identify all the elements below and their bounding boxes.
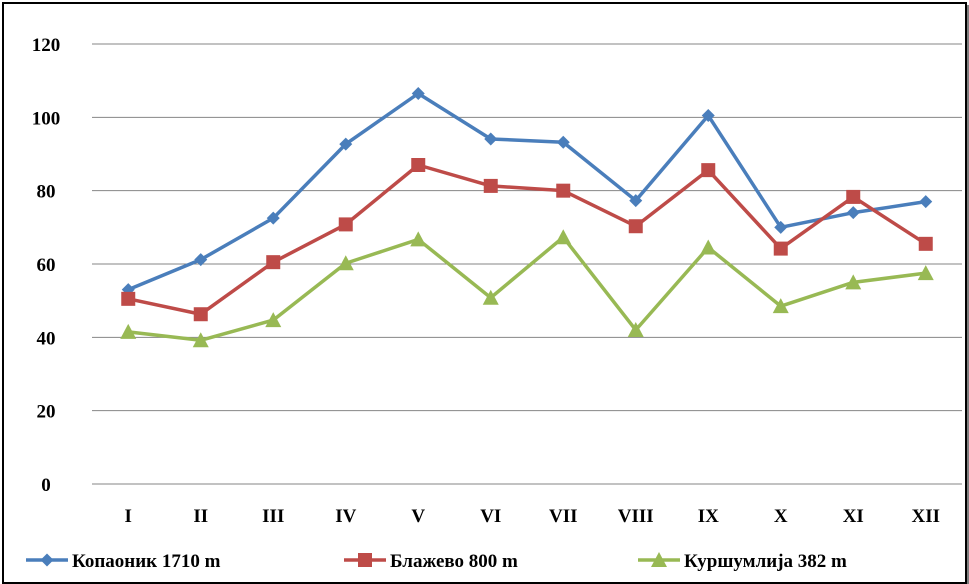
data-point-diamond — [411, 87, 425, 100]
data-point-diamond — [629, 194, 643, 208]
legend-item: Куршумлија 382 m — [638, 551, 847, 572]
data-point-square — [846, 189, 861, 204]
data-point-diamond — [194, 253, 208, 267]
x-tick-label: XI — [843, 506, 864, 527]
data-point-square — [628, 219, 643, 234]
data-point-square — [338, 217, 353, 232]
y-tick-label: 80 — [37, 182, 56, 203]
x-tick-label: X — [774, 506, 788, 527]
x-tick-label: VI — [480, 506, 501, 527]
series-line — [127, 163, 927, 316]
data-point-square — [556, 183, 571, 198]
legend-marker — [651, 552, 667, 567]
x-axis-tick-labels: I II III IV V VI VII VIII IX X XI XII — [125, 506, 940, 527]
y-tick-label: 40 — [37, 328, 56, 349]
data-point-triangle — [700, 239, 717, 255]
y-axis-tick-labels: 0 20 40 60 80 100 120 — [32, 35, 61, 496]
data-point-square — [483, 178, 498, 193]
series-1 — [121, 87, 933, 297]
data-point-square — [701, 163, 716, 178]
data-point-triangle — [845, 274, 862, 290]
data-point-diamond — [919, 195, 933, 209]
data-point-triangle — [410, 231, 427, 247]
data-point-square — [193, 307, 208, 322]
data-point-square — [411, 158, 426, 172]
legend-label: Копаоник 1710 m — [72, 551, 221, 572]
y-tick-label: 0 — [41, 475, 51, 496]
x-tick-label: V — [411, 506, 425, 527]
data-point-diamond — [484, 132, 498, 146]
x-tick-label: II — [193, 506, 208, 527]
series-2 — [121, 158, 933, 322]
data-point-triangle — [265, 312, 282, 328]
data-point-triangle — [772, 298, 789, 314]
legend-label: Блажево 800 m — [390, 551, 518, 572]
data-point-square — [773, 241, 788, 256]
data-point-square — [121, 291, 136, 306]
y-tick-label: 100 — [32, 108, 61, 129]
legend: Копаоник 1710 m Блажево 800 m Куршумлија 3… — [26, 551, 847, 572]
data-point-diamond — [774, 220, 788, 234]
series-lines — [120, 87, 934, 348]
legend-item: Блажево 800 m — [344, 551, 518, 572]
data-point-triangle — [120, 323, 137, 339]
data-point-diamond — [846, 206, 860, 220]
x-tick-label: IX — [698, 506, 719, 527]
x-tick-label: VIII — [618, 506, 654, 527]
series-line — [128, 235, 926, 343]
data-point-triangle — [482, 289, 499, 305]
x-tick-label: I — [125, 506, 132, 527]
gridlines — [92, 43, 962, 485]
y-tick-label: 20 — [37, 402, 56, 423]
x-tick-label: VII — [549, 506, 578, 527]
data-point-diamond — [556, 135, 570, 149]
data-point-triangle — [917, 265, 934, 281]
y-tick-label: 60 — [37, 255, 56, 276]
data-point-triangle — [627, 322, 644, 337]
data-point-square — [266, 255, 281, 270]
x-tick-label: III — [262, 506, 284, 527]
legend-marker — [358, 553, 372, 567]
legend-label: Куршумлија 382 m — [684, 551, 847, 572]
series-line — [127, 91, 927, 292]
data-point-diamond — [701, 109, 715, 122]
legend-marker — [40, 553, 54, 567]
data-point-diamond — [266, 211, 280, 225]
x-tick-label: XII — [911, 506, 940, 527]
data-point-square — [918, 236, 933, 251]
legend-item: Копаоник 1710 m — [26, 551, 221, 572]
data-point-triangle — [192, 332, 209, 348]
data-point-diamond — [339, 137, 353, 151]
series-3 — [120, 229, 934, 348]
y-tick-label: 120 — [32, 35, 61, 56]
x-tick-label: IV — [335, 506, 356, 527]
data-point-triangle — [337, 255, 354, 271]
data-point-triangle — [555, 229, 572, 245]
